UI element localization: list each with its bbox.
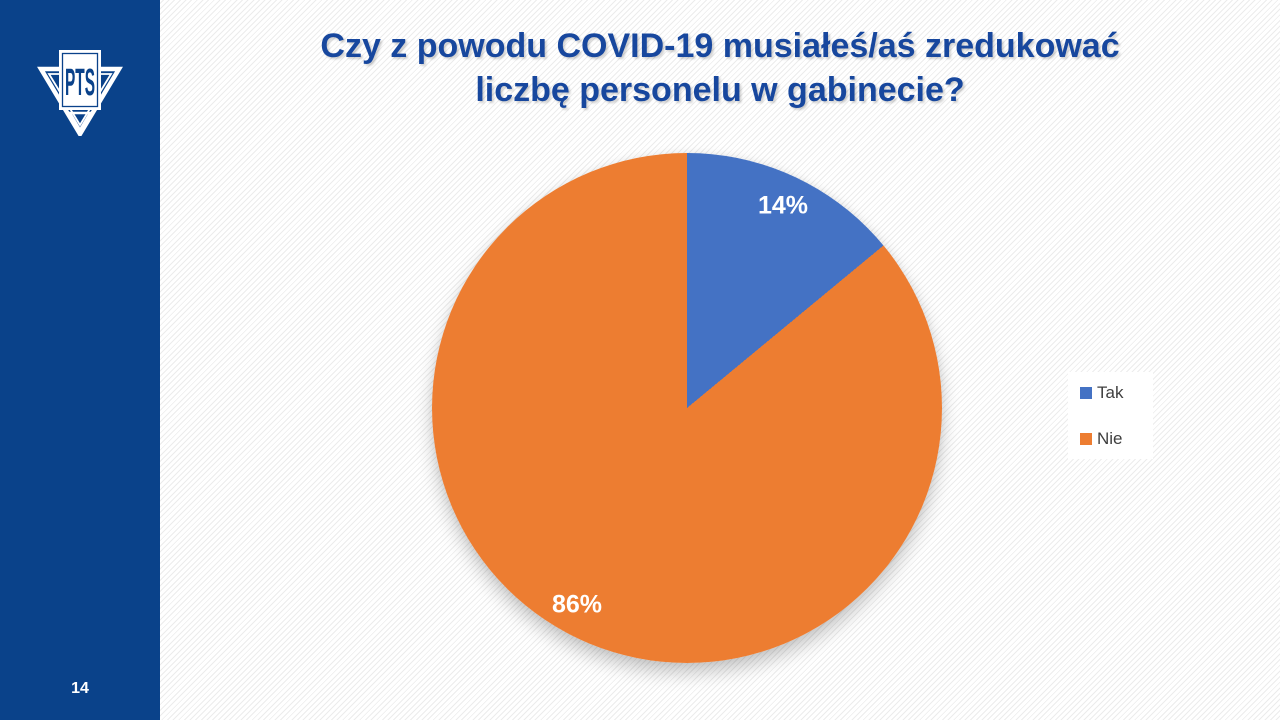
legend-swatch-nie [1080, 432, 1092, 445]
pts-logo: PTS [35, 44, 125, 139]
slide-title-line-2: liczbę personelu w gabinecie? [475, 71, 965, 109]
legend-swatch-tak [1080, 386, 1092, 399]
legend-label-nie: Nie [1097, 429, 1123, 448]
pie-slice-label-tak: 14% [757, 191, 809, 220]
pie-chart-area: 14% 86% [432, 153, 942, 663]
pie-chart [432, 153, 942, 663]
pts-logo-icon: PTS [37, 50, 123, 139]
chart-legend: Tak Nie [1068, 372, 1153, 459]
legend-item-nie: Nie [1080, 430, 1149, 447]
legend-item-tak: Tak [1080, 384, 1149, 401]
slide-title: Czy z powodu COVID-19 musiałeś/aś zreduk… [160, 24, 1280, 112]
sidebar: PTS 14 [0, 0, 160, 720]
page-number: 14 [71, 680, 89, 697]
pts-logo-text: PTS [65, 62, 95, 104]
slide-title-line-1: Czy z powodu COVID-19 musiałeś/aś zreduk… [320, 27, 1120, 65]
legend-label-tak: Tak [1097, 383, 1124, 402]
pie-slice-label-nie: 86% [551, 590, 603, 619]
